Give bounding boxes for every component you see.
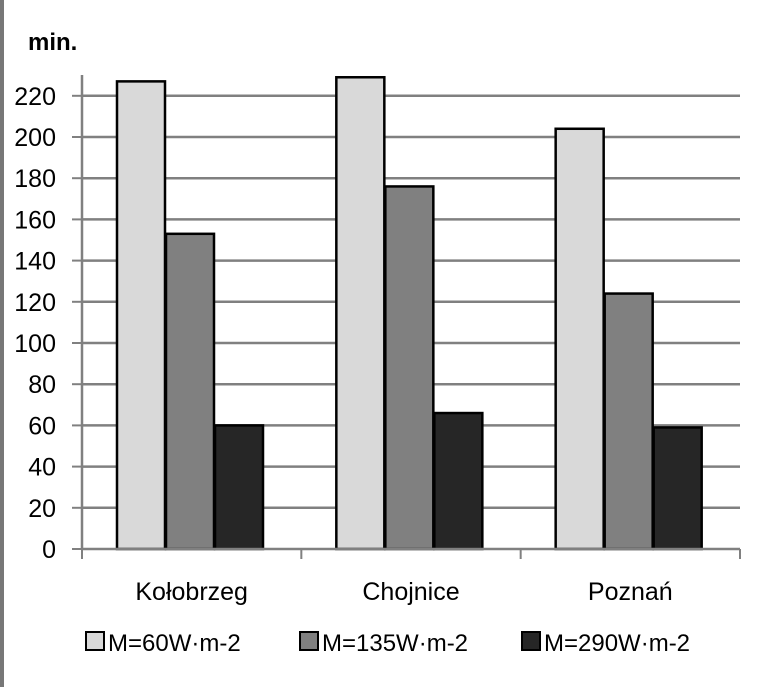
- y-tick-label: 0: [42, 536, 56, 564]
- y-tick-label: 40: [28, 454, 56, 482]
- legend-label-1: M=60W·m-2: [108, 630, 241, 657]
- bar-3-Chojnice: [433, 411, 484, 551]
- y-tick-label: 160: [14, 206, 56, 234]
- legend-swatch-1: [85, 631, 105, 651]
- x-tick-label: Poznań: [588, 578, 673, 606]
- x-tick-labels: Kołobrzeg Chojnice Poznań: [81, 549, 741, 606]
- y-tick-label: 80: [28, 371, 56, 399]
- axes: [80, 75, 740, 551]
- y-tick-label: 100: [14, 330, 56, 358]
- y-tick-label: 120: [14, 289, 56, 317]
- legend-swatch-3: [521, 631, 541, 651]
- bar-3-Kołobrzeg: [213, 424, 265, 551]
- left-frame-border: [0, 0, 4, 687]
- y-tick-label: 220: [14, 83, 56, 111]
- y-tick-labels: 0 20 40 60 80 100 120 140 160 180 200 220: [14, 83, 82, 564]
- y-tick-label: 140: [14, 248, 56, 276]
- y-tick-label: 60: [28, 412, 56, 440]
- bars: [115, 76, 703, 551]
- bar-2-Poznań: [603, 292, 654, 551]
- y-tick-label: 20: [28, 495, 56, 523]
- bar-1-Kołobrzeg: [115, 80, 167, 551]
- x-tick-label: Kołobrzeg: [135, 578, 248, 606]
- legend-swatch-2: [299, 631, 319, 651]
- legend-label-3: M=290W·m-2: [544, 630, 690, 657]
- bar-1-Poznań: [554, 127, 605, 551]
- bar-2-Chojnice: [384, 185, 435, 551]
- y-tick-label: 180: [14, 165, 56, 193]
- bar-3-Poznań: [652, 426, 703, 551]
- legend-label-2: M=135W·m-2: [322, 630, 468, 657]
- legend: M=60W·m-2 M=135W·m-2 M=290W·m-2: [85, 630, 690, 657]
- bar-1-Chojnice: [335, 76, 386, 551]
- y-tick-label: 200: [14, 124, 56, 152]
- bar-2-Kołobrzeg: [164, 232, 216, 551]
- x-tick-label: Chojnice: [362, 578, 459, 606]
- y-axis-label: min.: [28, 29, 77, 56]
